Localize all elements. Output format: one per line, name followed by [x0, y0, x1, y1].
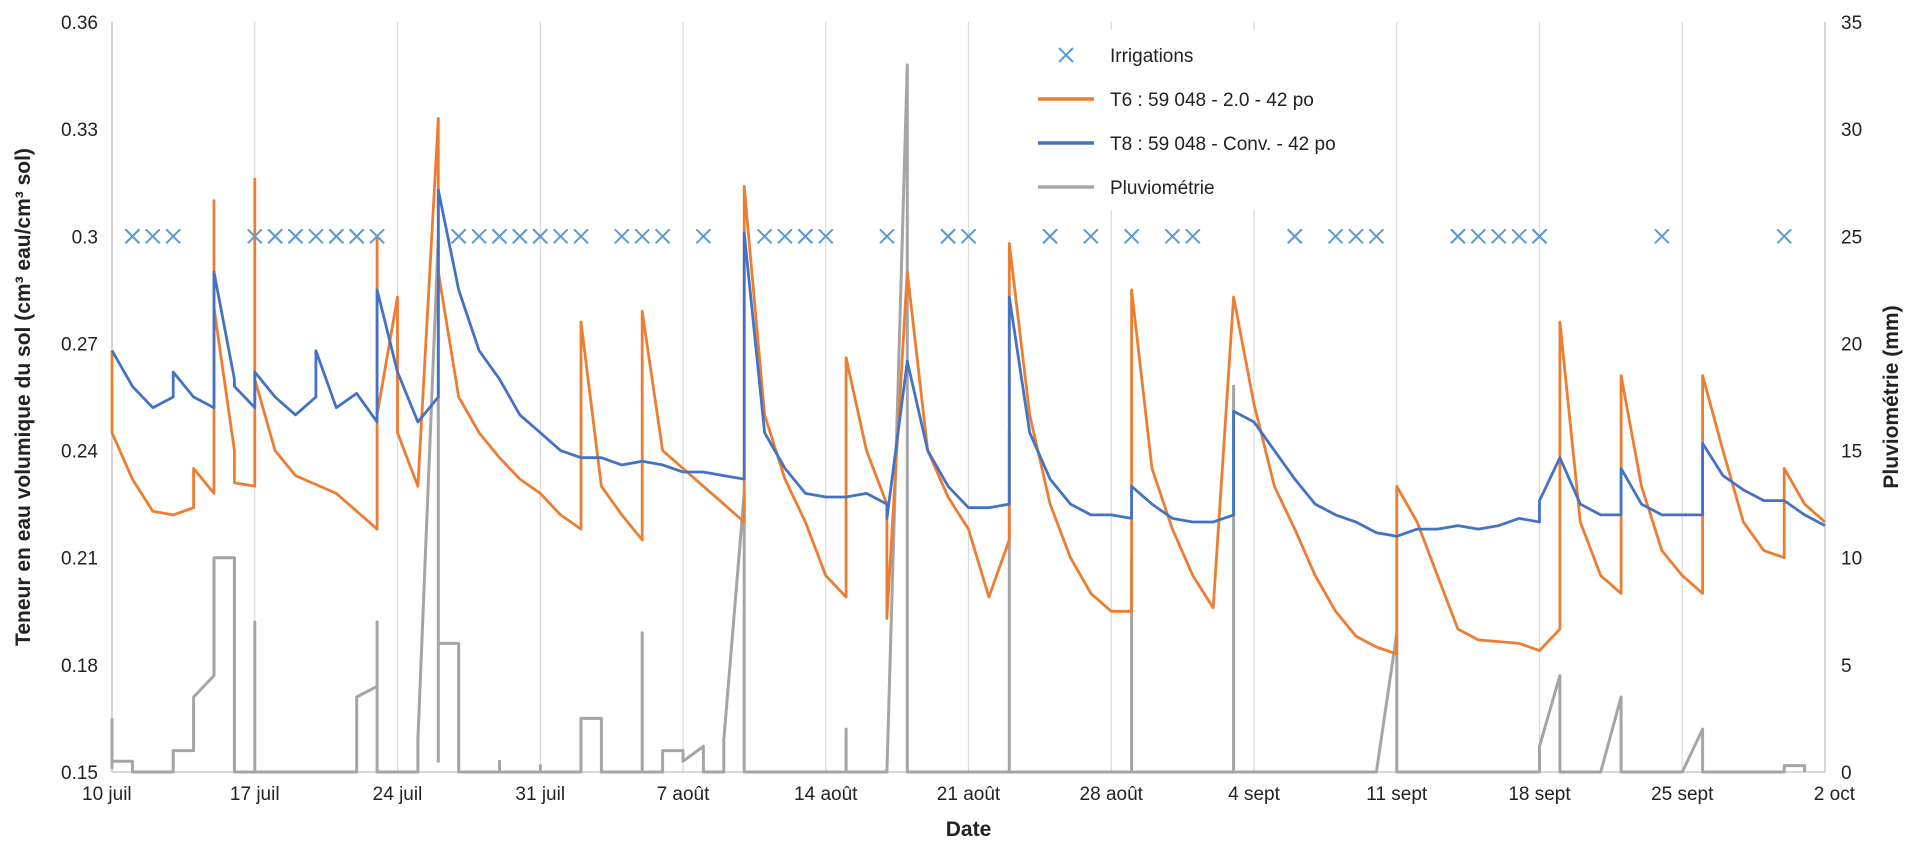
x-tick-label: 4 sept — [1228, 784, 1280, 805]
y-tick-label: 0.15 — [61, 763, 98, 784]
irrigation-marker — [818, 228, 834, 244]
irrigation-marker — [165, 228, 181, 244]
series-line-pluviometrie — [110, 63, 1807, 774]
irrigation-marker — [614, 228, 630, 244]
y2-axis-title: Pluviométrie (mm) — [1880, 305, 1903, 488]
y-tick-label: 0.24 — [61, 442, 98, 463]
irrigation-marker — [512, 228, 528, 244]
irrigation-marker — [1042, 228, 1058, 244]
y2-tick-label: 25 — [1841, 227, 1862, 248]
irrigation-marker — [960, 228, 977, 244]
irrigation-marker — [349, 228, 365, 244]
irrigation-marker — [1450, 228, 1466, 244]
legend-swatch-irrigations — [1058, 47, 1074, 63]
irrigation-marker — [532, 228, 548, 244]
irrigation-marker — [1164, 228, 1181, 244]
irrigation-marker — [124, 228, 141, 244]
x-tick-label: 28 août — [1080, 784, 1144, 805]
irrigation-marker — [1776, 228, 1792, 244]
irrigation-marker — [328, 228, 345, 244]
irrigation-marker — [247, 228, 263, 244]
axes-layer: 10 juil 17 juil 24 juil 31 juil 7 août 14 aoû… — [61, 13, 1862, 805]
irrigation-marker — [797, 228, 814, 244]
irrigation-marker — [1531, 228, 1548, 244]
irrigation-marker — [654, 228, 671, 244]
legend-label: T6 : 59 048 - 2.0 - 42 po — [1110, 90, 1314, 111]
irrigation-marker — [1287, 228, 1303, 244]
irrigation-marker — [1348, 228, 1364, 244]
x-tick-label: 25 sept — [1651, 784, 1714, 805]
y2-tick-label: 15 — [1841, 442, 1862, 463]
x-tick-label: 10 juil — [82, 784, 132, 805]
x-tick-label: 17 juil — [230, 784, 280, 805]
x-tick-label: 18 sept — [1508, 784, 1571, 805]
x-tick-label: 31 juil — [515, 784, 565, 805]
y-tick-label: 0.18 — [61, 656, 98, 677]
y-tick-label: 0.3 — [72, 227, 98, 248]
legend: Irrigations T6 : 59 048 - 2.0 - 42 po T8 :… — [1015, 30, 1360, 210]
irrigation-marker — [879, 228, 895, 244]
y-tick-label: 0.27 — [61, 334, 98, 355]
irrigation-marker — [634, 228, 650, 244]
irrigation-marker — [940, 228, 956, 244]
x-axis-title: Date — [946, 818, 992, 841]
irrigation-marker — [573, 228, 589, 244]
irrigation-marker — [369, 228, 385, 244]
x-tick-label: 2 oct — [1814, 784, 1856, 805]
irrigation-marker — [695, 228, 712, 244]
y2-tick-label: 30 — [1841, 120, 1862, 141]
series-line-t8 — [110, 188, 1826, 538]
x-tick-label: 11 sept — [1366, 784, 1428, 805]
x-tick-label: 21 août — [937, 784, 1001, 805]
irrigation-marker — [1491, 228, 1507, 244]
y-tick-label: 0.36 — [61, 13, 98, 34]
legend-label: T8 : 59 048 - Conv. - 42 po — [1110, 134, 1336, 155]
y2-tick-label: 20 — [1841, 334, 1862, 355]
series-layer — [110, 63, 1826, 774]
irrigation-marker — [1654, 228, 1670, 244]
x-tick-label: 14 août — [794, 784, 858, 805]
y2-tick-label: 0 — [1841, 763, 1852, 784]
irrigation-marker — [1327, 228, 1344, 244]
y2-tick-label: 35 — [1841, 13, 1862, 34]
legend-label: Irrigations — [1110, 46, 1193, 67]
irrigation-marker — [552, 228, 569, 244]
irrigation-marker — [491, 228, 508, 244]
irrigation-marker — [1511, 228, 1527, 244]
irrigation-marker — [287, 228, 304, 244]
irrigation-marker — [756, 228, 773, 244]
y-tick-label: 0.33 — [61, 120, 98, 141]
irrigation-marker — [1368, 228, 1385, 244]
legend-background — [1015, 30, 1360, 210]
x-tick-label: 24 juil — [373, 784, 423, 805]
irrigation-marker — [450, 228, 467, 244]
legend-label: Pluviométrie — [1110, 178, 1215, 199]
irrigation-marker — [1185, 228, 1201, 244]
irrigation-marker — [1083, 228, 1099, 244]
series-line-t6 — [110, 117, 1826, 656]
y2-tick-label: 10 — [1841, 549, 1862, 570]
irrigation-marker — [308, 228, 324, 244]
irrigation-marker — [267, 228, 283, 244]
y-axis-title: Teneur en eau volumique du sol (cm³ eau/… — [12, 148, 35, 646]
irrigation-marker — [471, 228, 487, 244]
irrigation-marker — [1470, 228, 1487, 244]
irrigation-marker — [1123, 228, 1140, 244]
irrigation-marker — [777, 228, 793, 244]
irrigation-marker — [145, 228, 161, 244]
y-tick-label: 0.21 — [61, 549, 98, 570]
y2-tick-label: 5 — [1841, 656, 1852, 677]
x-tick-label: 7 août — [657, 784, 711, 805]
